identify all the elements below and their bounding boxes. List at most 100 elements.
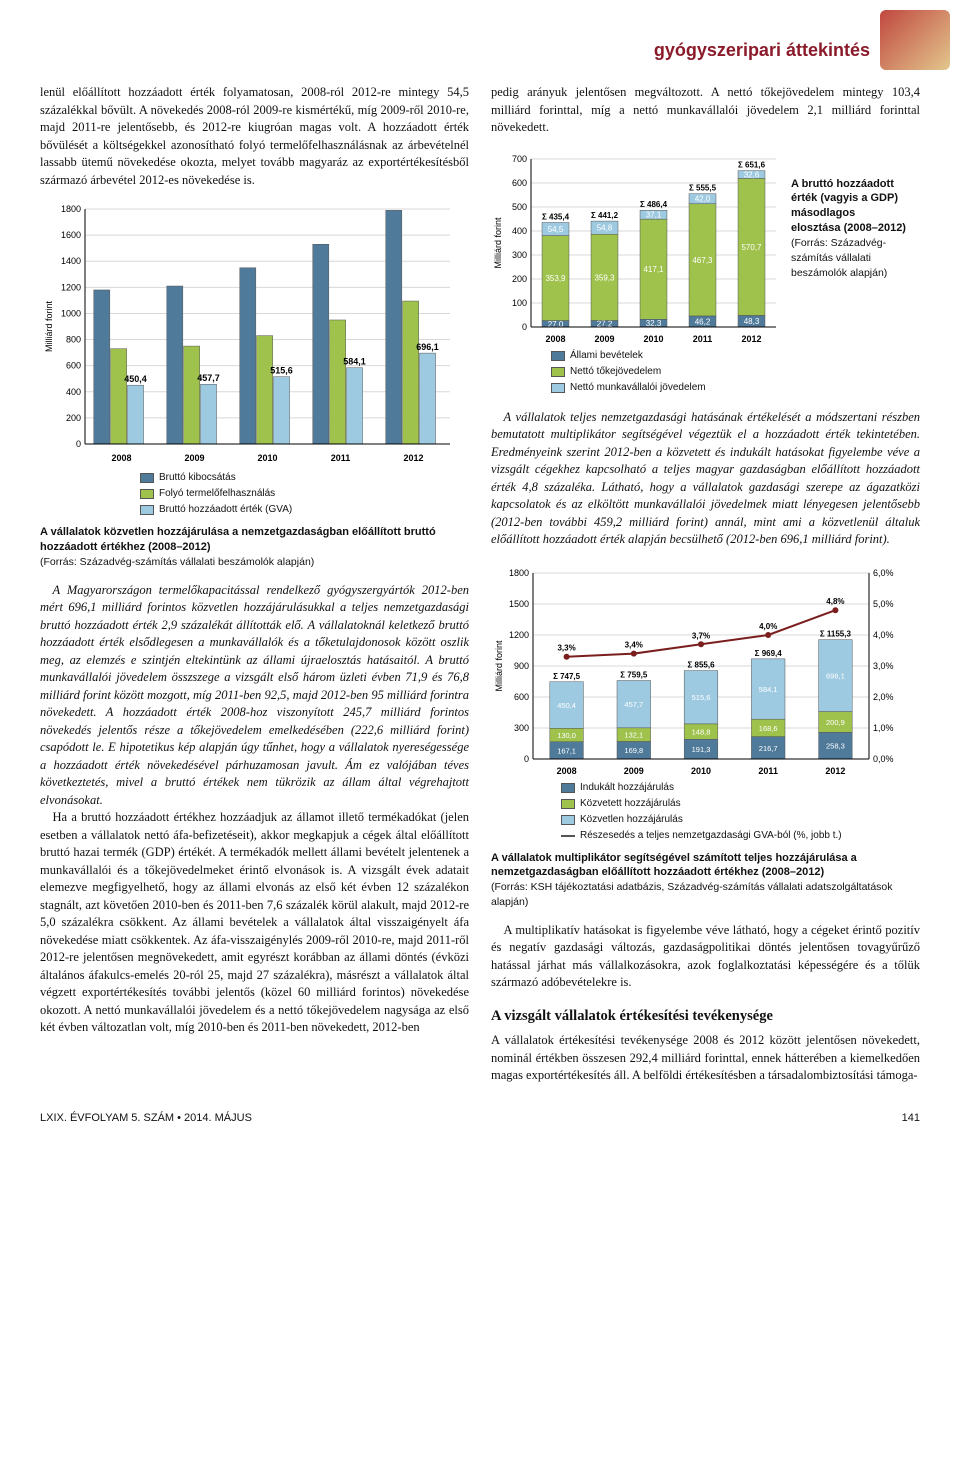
svg-text:417,1: 417,1 <box>643 265 664 274</box>
svg-text:584,1: 584,1 <box>759 685 778 694</box>
svg-text:300: 300 <box>512 250 527 260</box>
svg-text:3,4%: 3,4% <box>625 640 643 649</box>
chart1-caption: A vállalatok közvetlen hozzájárulása a n… <box>40 525 469 570</box>
svg-text:584,1: 584,1 <box>343 357 366 367</box>
svg-text:2011: 2011 <box>331 453 351 463</box>
svg-text:0: 0 <box>76 439 81 449</box>
svg-text:2,0%: 2,0% <box>873 692 894 702</box>
svg-text:1500: 1500 <box>509 599 529 609</box>
section-label: gyógyszeripari áttekintés <box>654 40 870 60</box>
chart3-caption: A vállalatok multiplikátor segítségével … <box>491 851 920 910</box>
svg-text:54,5: 54,5 <box>548 225 564 234</box>
svg-text:400: 400 <box>66 387 81 397</box>
chart3-legend-item: Részesedés a teljes nemzetgazdasági GVA-… <box>561 829 920 843</box>
svg-text:600: 600 <box>512 178 527 188</box>
svg-text:2009: 2009 <box>594 334 614 344</box>
svg-text:600: 600 <box>514 692 529 702</box>
svg-text:2010: 2010 <box>257 453 277 463</box>
svg-text:353,9: 353,9 <box>545 274 566 283</box>
svg-text:800: 800 <box>66 335 81 345</box>
svg-text:4,8%: 4,8% <box>826 597 844 606</box>
svg-text:169,8: 169,8 <box>624 746 643 755</box>
svg-text:2009: 2009 <box>184 453 204 463</box>
svg-text:Milliárd forint: Milliárd forint <box>493 216 503 268</box>
right-para-2: A vállalatok teljes nemzetgazdasági hatá… <box>491 409 920 549</box>
right-column: pedig arányuk jelentősen megváltozott. A… <box>491 84 920 1085</box>
svg-text:400: 400 <box>512 226 527 236</box>
svg-text:2008: 2008 <box>545 334 565 344</box>
svg-text:216,7: 216,7 <box>759 743 778 752</box>
svg-text:1,0%: 1,0% <box>873 723 894 733</box>
svg-text:Σ 651,6: Σ 651,6 <box>738 160 766 169</box>
svg-text:0,0%: 0,0% <box>873 754 894 764</box>
svg-text:54,8: 54,8 <box>597 223 613 232</box>
svg-text:Σ 855,6: Σ 855,6 <box>687 660 715 669</box>
svg-text:Σ 747,5: Σ 747,5 <box>553 671 581 680</box>
footer-left: LXIX. ÉVFOLYAM 5. SZÁM • 2014. MÁJUS <box>40 1111 252 1126</box>
svg-text:300: 300 <box>514 723 529 733</box>
svg-text:467,3: 467,3 <box>692 255 713 264</box>
svg-text:191,3: 191,3 <box>692 745 711 754</box>
svg-text:500: 500 <box>512 202 527 212</box>
svg-text:2012: 2012 <box>741 334 761 344</box>
left-para-1: lenül előállított hozzáadott érték folya… <box>40 84 469 189</box>
svg-text:48,3: 48,3 <box>744 317 760 326</box>
svg-text:2008: 2008 <box>111 453 131 463</box>
svg-text:148,8: 148,8 <box>692 727 711 736</box>
svg-text:570,7: 570,7 <box>741 242 762 251</box>
svg-text:515,6: 515,6 <box>270 366 293 376</box>
svg-text:700: 700 <box>512 154 527 164</box>
svg-text:3,0%: 3,0% <box>873 661 894 671</box>
svg-text:1400: 1400 <box>61 256 81 266</box>
svg-text:4,0%: 4,0% <box>873 630 894 640</box>
svg-text:1000: 1000 <box>61 308 81 318</box>
chart1-legend-item: Bruttó hozzáadott érték (GVA) <box>140 503 469 517</box>
left-para-2: A Magyarországon termelőkapacitással ren… <box>40 582 469 810</box>
svg-text:42,0: 42,0 <box>695 194 711 203</box>
svg-text:450,4: 450,4 <box>124 374 147 384</box>
svg-text:32,6: 32,6 <box>744 170 760 179</box>
right-para-3: A multiplikatív hatásokat is figyelembe … <box>491 922 920 992</box>
svg-text:1800: 1800 <box>509 568 529 578</box>
decorative-pill-icon <box>880 10 950 70</box>
chart2-legend-item: Nettó tőkejövedelem <box>551 365 781 379</box>
svg-text:450,4: 450,4 <box>557 701 576 710</box>
svg-text:Milliárd forint: Milliárd forint <box>494 639 504 691</box>
svg-text:Σ 435,4: Σ 435,4 <box>542 212 570 221</box>
svg-text:5,0%: 5,0% <box>873 599 894 609</box>
svg-text:696,1: 696,1 <box>416 342 439 352</box>
chart2-svg: 0100200300400500600700Milliárd forint27,… <box>491 147 781 347</box>
svg-text:600: 600 <box>66 361 81 371</box>
svg-text:696,1: 696,1 <box>826 671 845 680</box>
page-footer: LXIX. ÉVFOLYAM 5. SZÁM • 2014. MÁJUS 141 <box>40 1111 920 1126</box>
svg-text:Σ 759,5: Σ 759,5 <box>620 670 648 679</box>
svg-text:Σ 555,5: Σ 555,5 <box>689 183 717 192</box>
chart3-container: 03006009001200150018000,0%1,0%2,0%3,0%4,… <box>491 559 920 910</box>
svg-text:2011: 2011 <box>758 766 778 776</box>
svg-text:4,0%: 4,0% <box>759 622 777 631</box>
page-header: gyógyszeripari áttekintés <box>40 30 920 70</box>
svg-text:200: 200 <box>66 413 81 423</box>
left-para-3: Ha a bruttó hozzáadott értékhez hozzáadj… <box>40 809 469 1037</box>
svg-text:Σ 441,2: Σ 441,2 <box>591 211 619 220</box>
svg-text:2012: 2012 <box>825 766 845 776</box>
chart1-legend-item: Folyó termelőfelhasználás <box>140 487 469 501</box>
svg-text:2010: 2010 <box>643 334 663 344</box>
footer-page-number: 141 <box>902 1111 920 1126</box>
section-heading: A vizsgált vállalatok értékesítési tevék… <box>491 1006 920 1026</box>
right-para-1: pedig arányuk jelentősen megváltozott. A… <box>491 84 920 137</box>
svg-text:2011: 2011 <box>693 334 713 344</box>
svg-text:1200: 1200 <box>509 630 529 640</box>
svg-text:168,6: 168,6 <box>759 723 778 732</box>
chart2-side-caption: A bruttó hozzáadott érték (vagyis a GDP)… <box>791 147 906 281</box>
svg-text:2009: 2009 <box>624 766 644 776</box>
left-column: lenül előállított hozzáadott érték folya… <box>40 84 469 1085</box>
svg-text:130,0: 130,0 <box>557 731 576 740</box>
svg-text:200,9: 200,9 <box>826 717 845 726</box>
chart3-legend-item: Közvetett hozzájárulás <box>561 797 920 811</box>
svg-text:258,3: 258,3 <box>826 741 845 750</box>
svg-text:2012: 2012 <box>403 453 423 463</box>
chart3-svg: 03006009001200150018000,0%1,0%2,0%3,0%4,… <box>491 559 911 779</box>
svg-text:3,7%: 3,7% <box>692 631 710 640</box>
svg-text:Σ 486,4: Σ 486,4 <box>640 200 668 209</box>
